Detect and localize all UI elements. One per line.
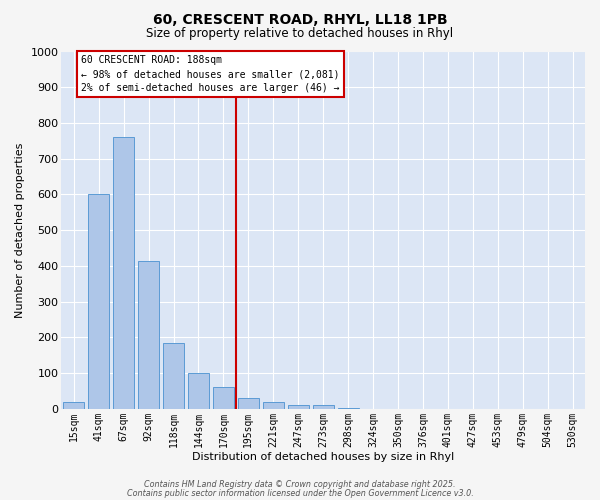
Bar bbox=[138, 260, 159, 409]
Bar bbox=[113, 138, 134, 409]
Bar bbox=[238, 398, 259, 409]
Text: Size of property relative to detached houses in Rhyl: Size of property relative to detached ho… bbox=[146, 28, 454, 40]
Bar bbox=[63, 402, 85, 409]
X-axis label: Distribution of detached houses by size in Rhyl: Distribution of detached houses by size … bbox=[192, 452, 454, 462]
Bar bbox=[287, 406, 309, 409]
Bar bbox=[88, 194, 109, 409]
Bar bbox=[313, 406, 334, 409]
Y-axis label: Number of detached properties: Number of detached properties bbox=[15, 142, 25, 318]
Text: Contains public sector information licensed under the Open Government Licence v3: Contains public sector information licen… bbox=[127, 489, 473, 498]
Text: 60 CRESCENT ROAD: 188sqm
← 98% of detached houses are smaller (2,081)
2% of semi: 60 CRESCENT ROAD: 188sqm ← 98% of detach… bbox=[81, 55, 340, 93]
Bar bbox=[188, 373, 209, 409]
Bar bbox=[213, 388, 234, 409]
Text: 60, CRESCENT ROAD, RHYL, LL18 1PB: 60, CRESCENT ROAD, RHYL, LL18 1PB bbox=[152, 12, 448, 26]
Bar bbox=[263, 402, 284, 409]
Bar bbox=[338, 408, 359, 409]
Bar bbox=[163, 343, 184, 409]
Text: Contains HM Land Registry data © Crown copyright and database right 2025.: Contains HM Land Registry data © Crown c… bbox=[144, 480, 456, 489]
